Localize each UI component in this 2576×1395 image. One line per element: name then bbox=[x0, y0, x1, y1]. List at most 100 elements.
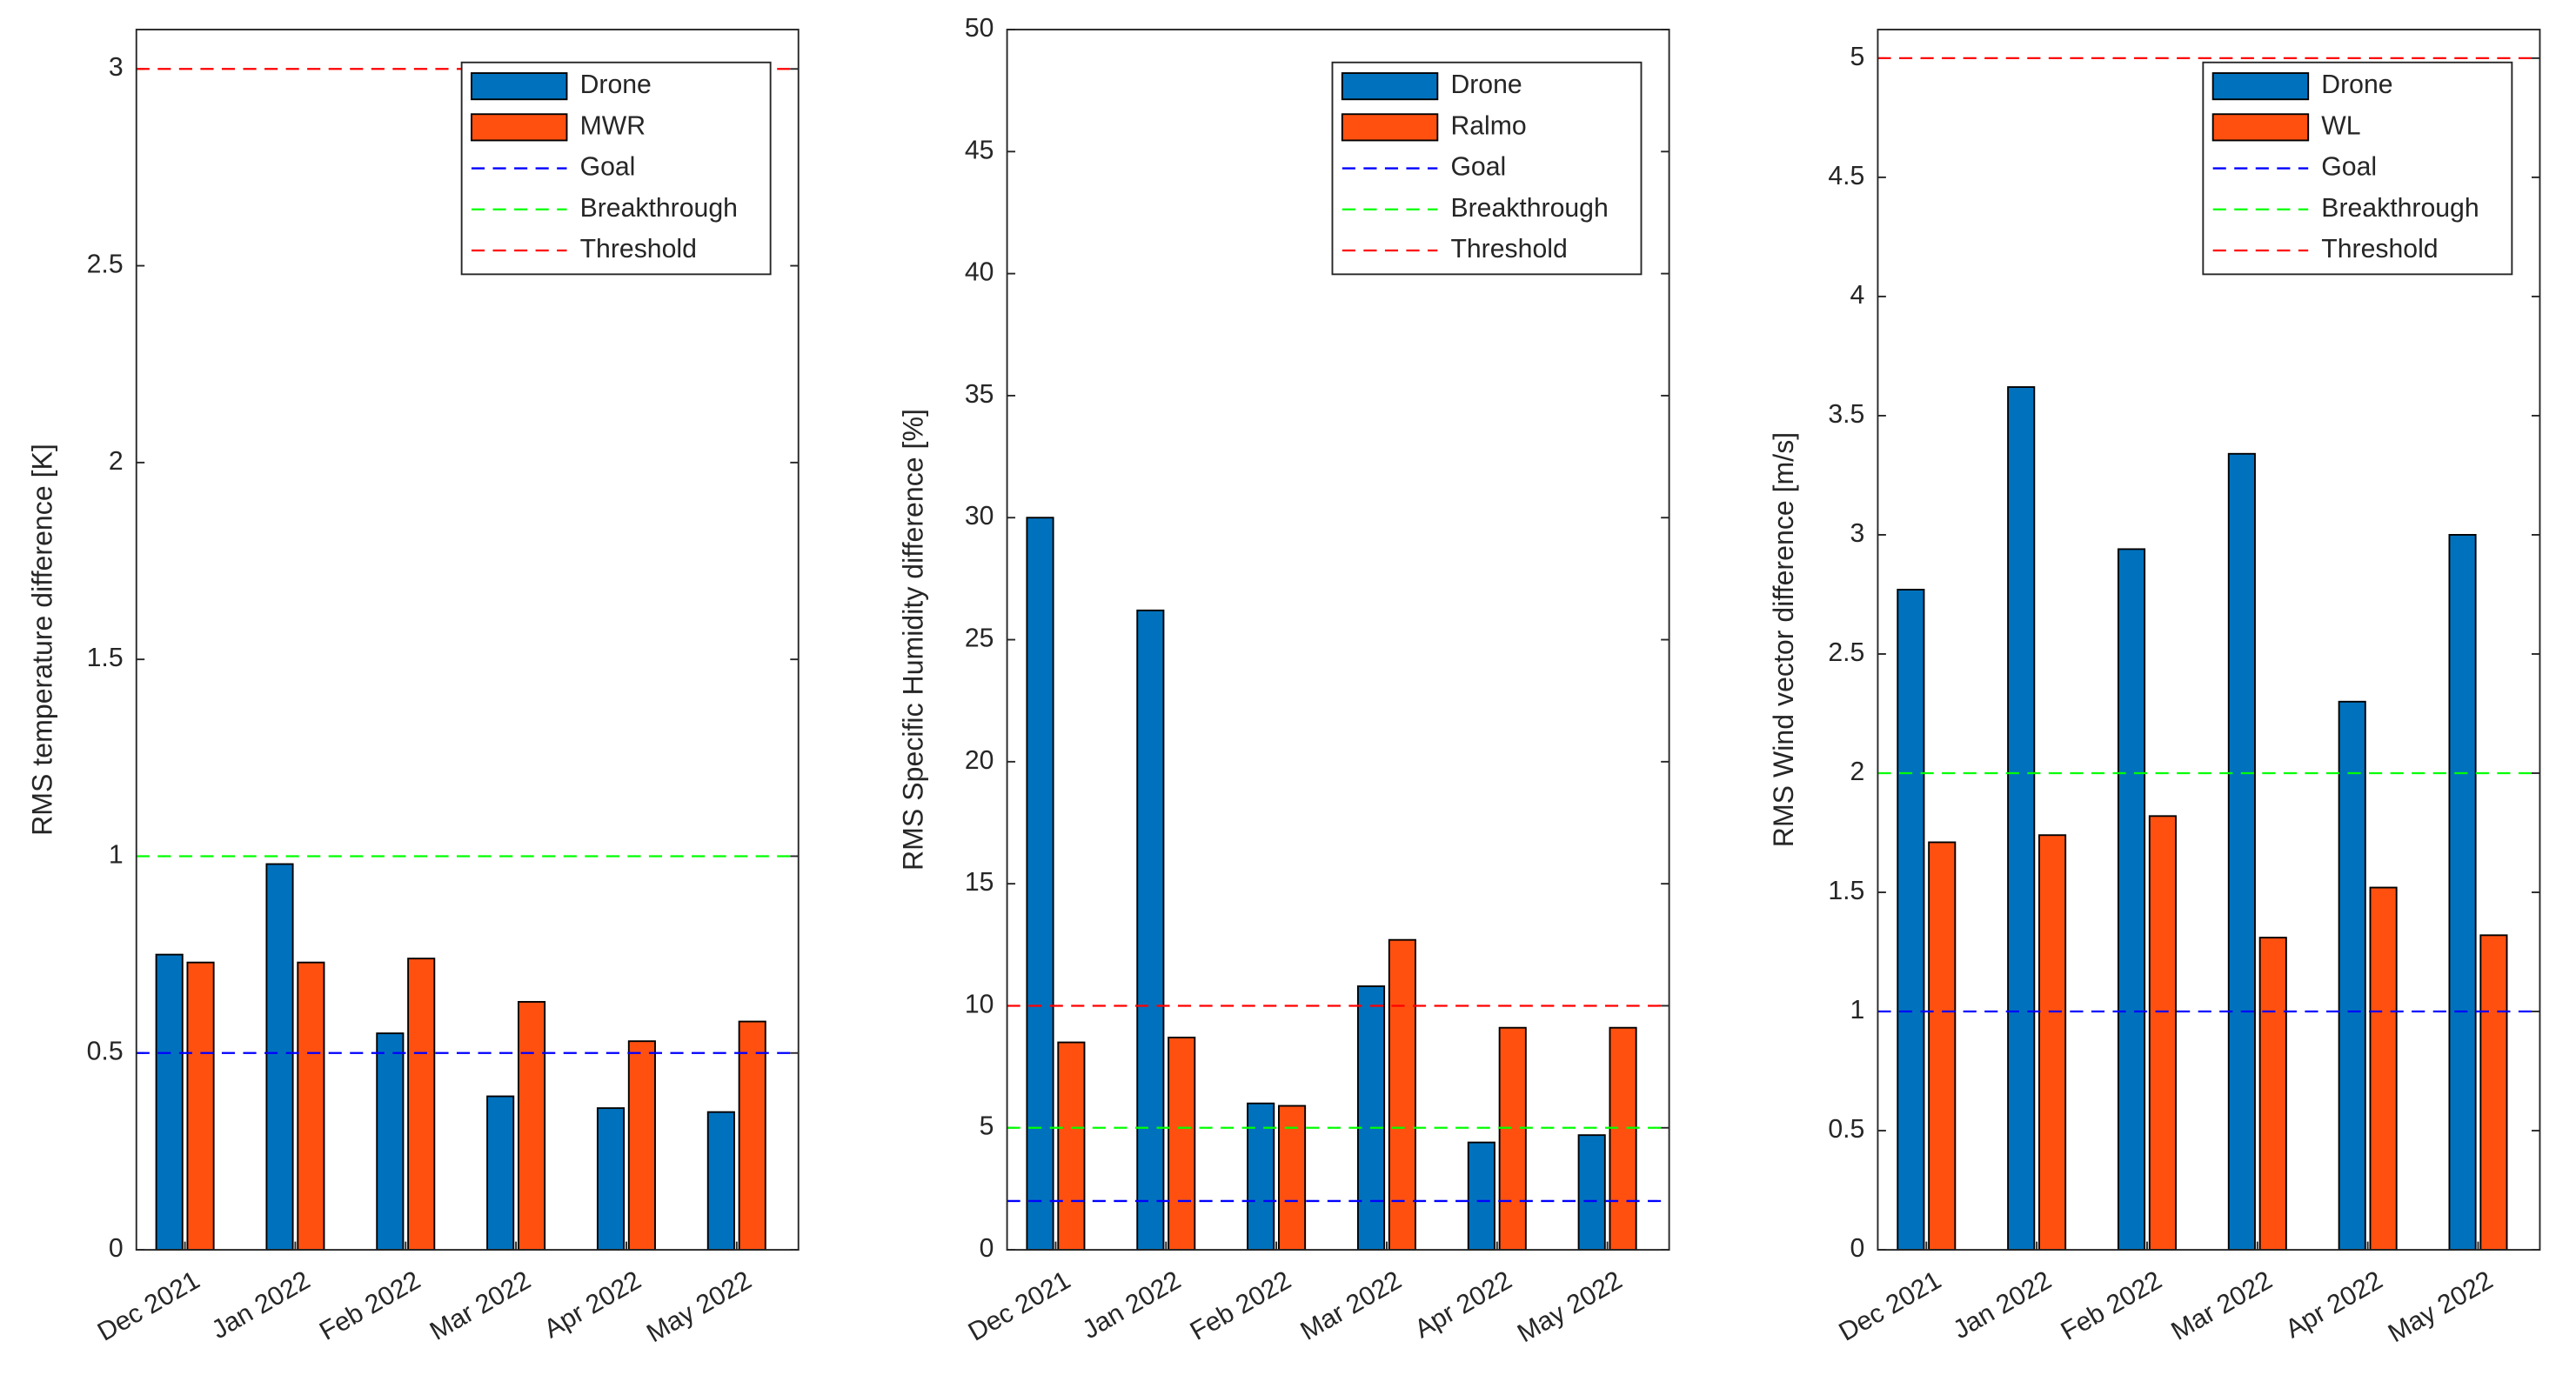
x-tick-label: May 2022 bbox=[1513, 1265, 1627, 1348]
y-axis-label: RMS Wind vector difference [m/s] bbox=[1768, 432, 1799, 847]
bar bbox=[1168, 1036, 1196, 1251]
x-tick-label: Mar 2022 bbox=[2166, 1265, 2277, 1345]
legend-swatch bbox=[471, 72, 568, 101]
y-tick-label: 45 bbox=[965, 136, 994, 164]
y-tick-label: 3 bbox=[1850, 519, 1865, 548]
x-tick-label: Dec 2021 bbox=[964, 1265, 1075, 1346]
y-tick-label: 3 bbox=[109, 53, 124, 82]
bar bbox=[1928, 841, 1957, 1251]
legend-label: Breakthrough bbox=[1450, 194, 1608, 223]
legend-label: Ralmo bbox=[1450, 111, 1526, 140]
y-tick-label: 4.5 bbox=[1828, 162, 1864, 190]
legend-swatch bbox=[2211, 72, 2310, 101]
legend-swatch bbox=[2211, 113, 2310, 142]
y-tick-label: 0.5 bbox=[1828, 1115, 1864, 1144]
x-tick-label: Dec 2021 bbox=[1834, 1265, 1945, 1346]
legend-label: Goal bbox=[1450, 153, 1506, 182]
bar bbox=[1609, 1026, 1637, 1251]
x-tick-label: May 2022 bbox=[642, 1265, 756, 1348]
bar bbox=[2148, 815, 2177, 1251]
y-tick-label: 30 bbox=[965, 502, 994, 531]
bar bbox=[1026, 517, 1054, 1251]
bar bbox=[518, 1000, 546, 1251]
y-tick-label: 2.5 bbox=[87, 250, 124, 279]
x-tick-label: Feb 2022 bbox=[315, 1265, 425, 1345]
bar bbox=[1136, 609, 1165, 1251]
y-tick-label: 5 bbox=[1850, 43, 1865, 71]
x-tick-label: Apr 2022 bbox=[2281, 1265, 2388, 1344]
y-tick-label: 2 bbox=[1850, 758, 1865, 786]
bar bbox=[2117, 548, 2146, 1251]
x-tick-label: Dec 2021 bbox=[93, 1265, 204, 1346]
legend-label: Goal bbox=[2321, 153, 2377, 182]
y-tick-label: 1 bbox=[1850, 996, 1865, 1025]
y-tick-label: 50 bbox=[965, 14, 994, 43]
bar bbox=[1247, 1102, 1275, 1251]
bar bbox=[627, 1040, 656, 1251]
legend-label: Breakthrough bbox=[580, 194, 738, 223]
legend-label: Drone bbox=[1450, 70, 1522, 99]
bar bbox=[186, 961, 215, 1251]
bar bbox=[2007, 386, 2036, 1251]
legend-label: Threshold bbox=[2321, 235, 2438, 264]
legend-swatch bbox=[471, 113, 568, 142]
legend-box bbox=[1331, 61, 1643, 276]
axes-box bbox=[1877, 29, 2541, 1251]
x-tick-label: Jan 2022 bbox=[207, 1265, 315, 1345]
bar bbox=[265, 863, 294, 1251]
legend-label: Breakthrough bbox=[2321, 194, 2479, 223]
y-tick-label: 1 bbox=[109, 840, 124, 869]
y-tick-label: 4 bbox=[1850, 281, 1865, 310]
bar bbox=[2369, 886, 2398, 1251]
y-tick-label: 0 bbox=[980, 1234, 994, 1263]
bar bbox=[155, 953, 184, 1251]
bar bbox=[486, 1095, 515, 1251]
bar bbox=[1577, 1134, 1606, 1251]
y-axis-label: RMS Specific Humidity difference [%] bbox=[897, 409, 928, 871]
axes-box bbox=[1006, 29, 1670, 1251]
legend-label: MWR bbox=[580, 111, 646, 140]
x-tick-label: Apr 2022 bbox=[539, 1265, 646, 1344]
x-tick-label: May 2022 bbox=[2384, 1265, 2498, 1348]
bar bbox=[2038, 834, 2067, 1251]
bar bbox=[706, 1111, 735, 1251]
x-tick-label: Feb 2022 bbox=[2057, 1265, 2167, 1345]
bar bbox=[1057, 1041, 1086, 1251]
legend-label: Drone bbox=[2321, 70, 2392, 99]
x-tick-label: Apr 2022 bbox=[1410, 1265, 1517, 1344]
legend-swatch bbox=[1341, 72, 1439, 101]
legend-label: WL bbox=[2321, 111, 2360, 140]
bar bbox=[596, 1107, 626, 1251]
y-tick-label: 5 bbox=[980, 1112, 994, 1141]
bar bbox=[1897, 589, 1925, 1251]
bar bbox=[297, 961, 325, 1251]
y-tick-label: 2.5 bbox=[1828, 638, 1864, 667]
y-tick-label: 25 bbox=[965, 624, 994, 653]
y-tick-label: 1.5 bbox=[1828, 877, 1864, 905]
x-tick-label: Mar 2022 bbox=[1296, 1265, 1407, 1345]
y-tick-label: 10 bbox=[965, 990, 994, 1018]
bar bbox=[1356, 985, 1386, 1251]
y-tick-label: 2 bbox=[109, 447, 124, 476]
y-tick-label: 20 bbox=[965, 746, 994, 775]
bar bbox=[2338, 700, 2366, 1251]
y-tick-label: 15 bbox=[965, 868, 994, 897]
legend-label: Drone bbox=[580, 70, 652, 99]
bar bbox=[2258, 937, 2287, 1251]
axes-box bbox=[135, 29, 800, 1251]
y-tick-label: 1.5 bbox=[87, 644, 124, 672]
bar bbox=[407, 958, 436, 1251]
y-tick-label: 35 bbox=[965, 380, 994, 409]
y-axis-label: RMS temperature difference [K] bbox=[26, 444, 57, 836]
x-tick-label: Mar 2022 bbox=[425, 1265, 536, 1345]
legend-label: Threshold bbox=[580, 235, 697, 264]
y-tick-label: 3.5 bbox=[1828, 400, 1864, 429]
legend-label: Goal bbox=[580, 153, 636, 182]
x-tick-label: Jan 2022 bbox=[1078, 1265, 1186, 1345]
bar bbox=[376, 1032, 405, 1251]
bar bbox=[2227, 452, 2256, 1251]
bar bbox=[738, 1020, 766, 1251]
bar bbox=[2479, 934, 2508, 1251]
bar bbox=[1388, 938, 1416, 1251]
